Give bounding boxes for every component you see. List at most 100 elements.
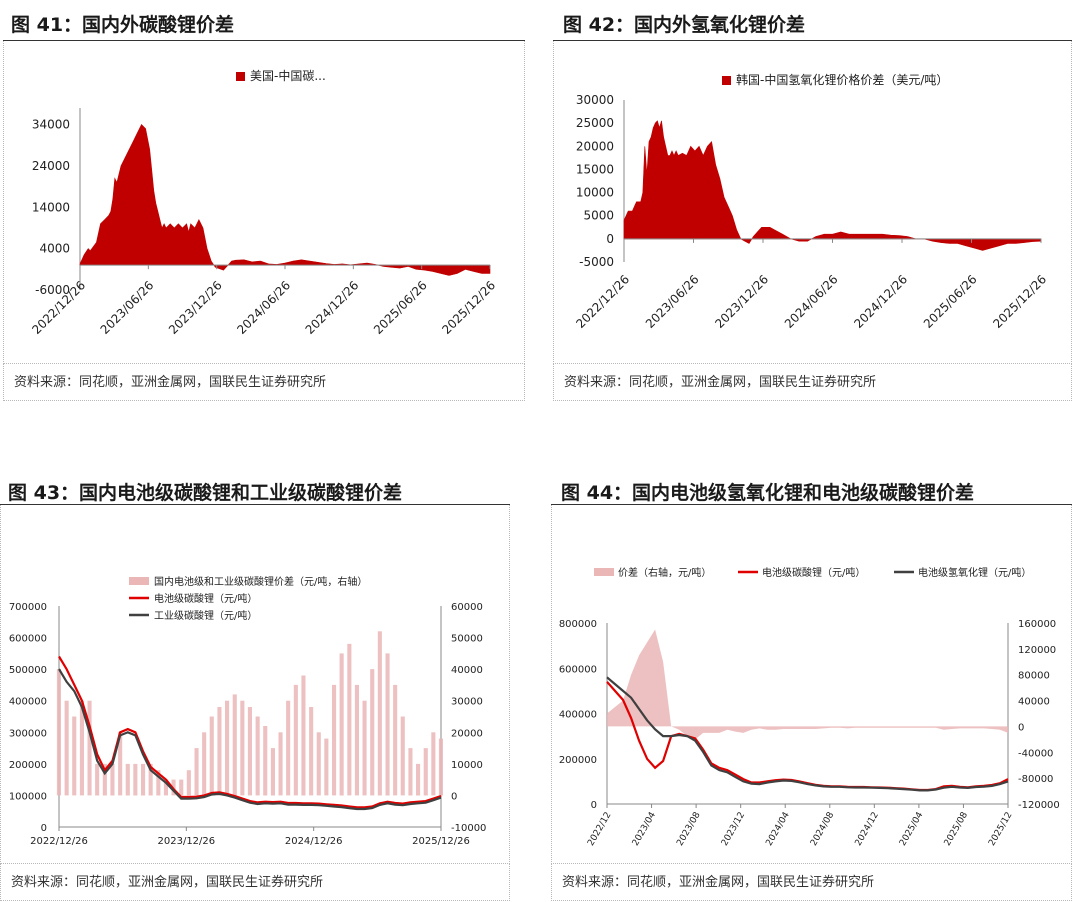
right-tick-label: -120000 — [1018, 800, 1060, 811]
x-tick-label: 2025/12/26 — [412, 836, 470, 847]
legend-swatch-spread — [594, 568, 614, 576]
series-area — [79, 123, 491, 276]
left-tick-label: 600000 — [9, 634, 47, 645]
spread-bar — [72, 716, 77, 796]
x-tick-label: 2024/12/26 — [851, 272, 910, 331]
spread-bar — [64, 700, 69, 796]
spread-bar — [293, 684, 298, 796]
x-tick-label: 2025/04 — [898, 810, 925, 848]
legend-swatch — [236, 72, 245, 81]
spread-bar — [270, 748, 275, 796]
spread-bar — [202, 732, 207, 796]
spread-bar — [385, 653, 390, 796]
chart-43: 国内电池级和工业级碳酸锂价差（元/吨，右轴） 电池级碳酸锂（元/吨） 工业级碳酸锂（… — [9, 575, 487, 847]
left-tick-label: 600000 — [559, 664, 597, 675]
spread-bar — [186, 770, 191, 796]
chart-41: 美国-中国碳...3400024000140004000-60002022/12… — [29, 68, 498, 337]
left-tick-label: 500000 — [9, 665, 47, 676]
y-tick-label: 34000 — [32, 118, 70, 132]
figure-title: 图 44：国内电池级氢氧化锂和电池级碳酸锂价差 — [561, 482, 975, 504]
spread-bar — [324, 738, 329, 796]
spread-bar — [438, 738, 443, 796]
y-tick-label: -5000 — [579, 255, 614, 269]
legend-swatch — [722, 76, 731, 85]
spread-bar — [217, 707, 222, 796]
spread-bar — [163, 779, 168, 796]
x-tick-label: 2023/12/26 — [158, 836, 216, 847]
legend-label: 电池级氢氧化锂（元/吨） — [918, 566, 1031, 579]
y-tick-label: 4000 — [39, 242, 70, 256]
industrial-line — [58, 668, 442, 811]
chart-42: 韩国-中国氢氧化锂价格价差（美元/吨） 30000 25000 20000 15000 1… — [573, 72, 1049, 331]
spread-bar — [179, 779, 184, 796]
right-tick-label: -40000 — [1018, 748, 1053, 759]
spread-bar — [102, 763, 107, 796]
right-tick-label: -80000 — [1018, 774, 1053, 785]
right-tick-label: 0 — [1018, 722, 1024, 733]
spread-bar — [354, 684, 359, 796]
spread-bar — [141, 763, 146, 796]
title-rule — [553, 40, 1072, 41]
right-tick-label: 120000 — [1018, 645, 1056, 656]
spread-bar — [301, 675, 306, 796]
y-tick-label: 20000 — [576, 139, 614, 153]
spread-bar — [247, 707, 252, 796]
left-tick-label: 300000 — [9, 728, 47, 739]
source-note: 资料来源：同花顺，亚洲金属网，国联民生证券研究所 — [553, 363, 1072, 401]
right-tick-label: 40000 — [451, 665, 483, 676]
x-tick-label: 2025/12/26 — [439, 278, 498, 337]
x-tick-label: 2024/04 — [764, 810, 791, 848]
y-tick-label: -6000 — [35, 283, 70, 297]
spread-bar — [309, 707, 314, 796]
left-tick-label: 700000 — [9, 602, 47, 613]
x-tick-label: 2023/06/26 — [643, 272, 702, 331]
legend-label: 美国-中国碳... — [250, 68, 326, 83]
figure-44: 图 44：国内电池级氢氧化锂和电池级碳酸锂价差 价差（右轴，元/吨） 电池级碳酸锂… — [551, 478, 1072, 901]
right-tick-label: -10000 — [451, 823, 486, 834]
spread-bar — [240, 700, 245, 796]
legend-swatch-spread — [129, 577, 149, 585]
right-tick-label: 160000 — [1018, 619, 1056, 630]
left-tick-label: 0 — [41, 823, 47, 834]
figure-41: 图 41：国内外碳酸锂价差 美国-中国碳... 34000 24000 14000 40… — [3, 10, 525, 410]
left-tick-label: 200000 — [9, 760, 47, 771]
x-tick-label: 2025/12/26 — [990, 272, 1049, 331]
spread-bar — [255, 716, 260, 796]
spread-area — [607, 629, 1008, 740]
spread-bar — [148, 763, 153, 796]
spread-bar — [377, 631, 382, 796]
right-tick-label: 80000 — [1018, 671, 1050, 682]
right-tick-label: 10000 — [451, 760, 483, 771]
right-tick-label: 30000 — [451, 697, 483, 708]
left-tick-label: 800000 — [559, 619, 597, 630]
spread-bar — [263, 726, 268, 796]
spread-bar — [56, 669, 61, 796]
spread-bar — [431, 732, 436, 796]
left-tick-label: 100000 — [9, 791, 47, 802]
title-rule — [551, 504, 1072, 505]
spread-bar — [393, 684, 398, 796]
battery-line — [58, 655, 442, 809]
legend-label: 工业级碳酸锂（元/吨） — [154, 609, 257, 622]
left-tick-label: 400000 — [559, 710, 597, 721]
x-tick-label: 2024/12 — [854, 811, 881, 848]
spread-bar — [225, 700, 230, 796]
x-tick-label: 2023/08 — [675, 810, 702, 848]
spread-bar — [347, 643, 352, 796]
x-tick-label: 2023/12 — [720, 811, 747, 848]
spread-bar — [370, 669, 375, 796]
right-tick-label: 60000 — [451, 602, 483, 613]
spread-bar — [339, 653, 344, 796]
spread-bar — [232, 694, 237, 796]
title-rule — [0, 504, 510, 505]
spread-bar — [95, 763, 100, 796]
right-tick-label: 40000 — [1018, 697, 1050, 708]
spread-bar — [332, 684, 337, 796]
series-area — [623, 120, 1042, 251]
spread-bar — [125, 763, 130, 796]
figure-title: 图 42：国内外氢氧化锂价差 — [563, 14, 806, 36]
spread-bar — [416, 763, 421, 796]
x-tick-label: 2024/06/26 — [782, 272, 841, 331]
spread-bar — [278, 732, 283, 796]
left-tick-label: 400000 — [9, 697, 47, 708]
